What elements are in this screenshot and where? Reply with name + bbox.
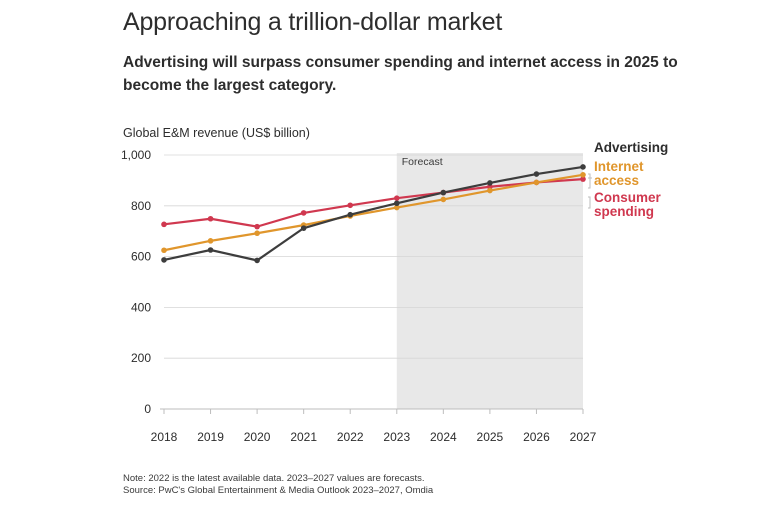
y-tick-label: 600 <box>131 250 151 264</box>
y-tick-label: 1,000 <box>121 148 151 162</box>
data-point-consumer-spending <box>161 221 167 228</box>
x-tick-label: 2021 <box>290 430 317 444</box>
x-tick-label: 2018 <box>151 430 178 444</box>
x-tick-label: 2022 <box>337 430 364 444</box>
legend-label-internet-access: access <box>594 173 639 188</box>
x-tick-label: 2024 <box>430 430 457 444</box>
data-point-consumer-spending <box>207 215 214 222</box>
data-point-internet-access <box>580 172 586 178</box>
legend-connector <box>588 173 591 189</box>
legend-label-advertising: Advertising <box>594 140 668 155</box>
legend-label-consumer-spending: Consumer <box>594 190 662 205</box>
series-line-internet-access <box>163 173 584 252</box>
data-point-advertising <box>300 225 307 231</box>
data-point-advertising <box>161 257 167 263</box>
data-point-advertising <box>533 171 540 177</box>
data-point-consumer-spending <box>580 176 586 182</box>
data-point-internet-access <box>487 187 493 194</box>
data-point-consumer-spending <box>393 195 400 201</box>
legend-label-internet-access: Internet <box>594 159 644 174</box>
footnote: Note: 2022 is the latest available data.… <box>123 473 425 484</box>
data-point-internet-access <box>207 238 214 244</box>
data-point-advertising <box>487 180 493 186</box>
series-line-advertising <box>163 165 584 262</box>
forecast-label: Forecast <box>402 156 443 168</box>
x-tick-label: 2019 <box>197 430 224 444</box>
data-point-advertising <box>580 164 586 170</box>
data-point-advertising <box>393 200 400 207</box>
data-point-advertising <box>207 247 214 253</box>
x-tick-label: 2026 <box>523 430 550 444</box>
y-axis-label: Global E&M revenue (US$ billion) <box>123 126 310 140</box>
x-tick-label: 2025 <box>477 430 504 444</box>
data-point-internet-access <box>533 179 540 186</box>
y-tick-label: 400 <box>131 300 151 314</box>
series-line-consumer-spending <box>163 178 584 228</box>
data-point-internet-access <box>393 204 400 211</box>
y-tick-label: 200 <box>131 351 151 365</box>
legend-label-consumer-spending: spending <box>594 204 654 219</box>
source-note: Source: PwC's Global Entertainment & Med… <box>123 485 434 496</box>
data-point-internet-access <box>161 247 167 254</box>
x-tick-label: 2023 <box>383 430 410 444</box>
data-point-advertising <box>347 211 354 218</box>
legend-connector <box>588 177 592 209</box>
data-point-advertising <box>254 257 260 264</box>
data-point-consumer-spending <box>347 202 354 209</box>
chart-title: Approaching a trillion-dollar market <box>123 8 503 36</box>
x-tick-label: 2027 <box>570 430 597 444</box>
data-point-internet-access <box>440 196 447 203</box>
data-point-internet-access <box>254 230 260 237</box>
y-tick-label: 0 <box>144 402 151 416</box>
chart-subtitle: Advertising will surpass consumer spendi… <box>123 54 678 94</box>
y-tick-label: 800 <box>131 199 151 213</box>
x-tick-label: 2020 <box>244 430 271 444</box>
data-point-consumer-spending <box>300 210 307 216</box>
data-point-consumer-spending <box>254 223 260 230</box>
data-point-advertising <box>440 189 447 196</box>
